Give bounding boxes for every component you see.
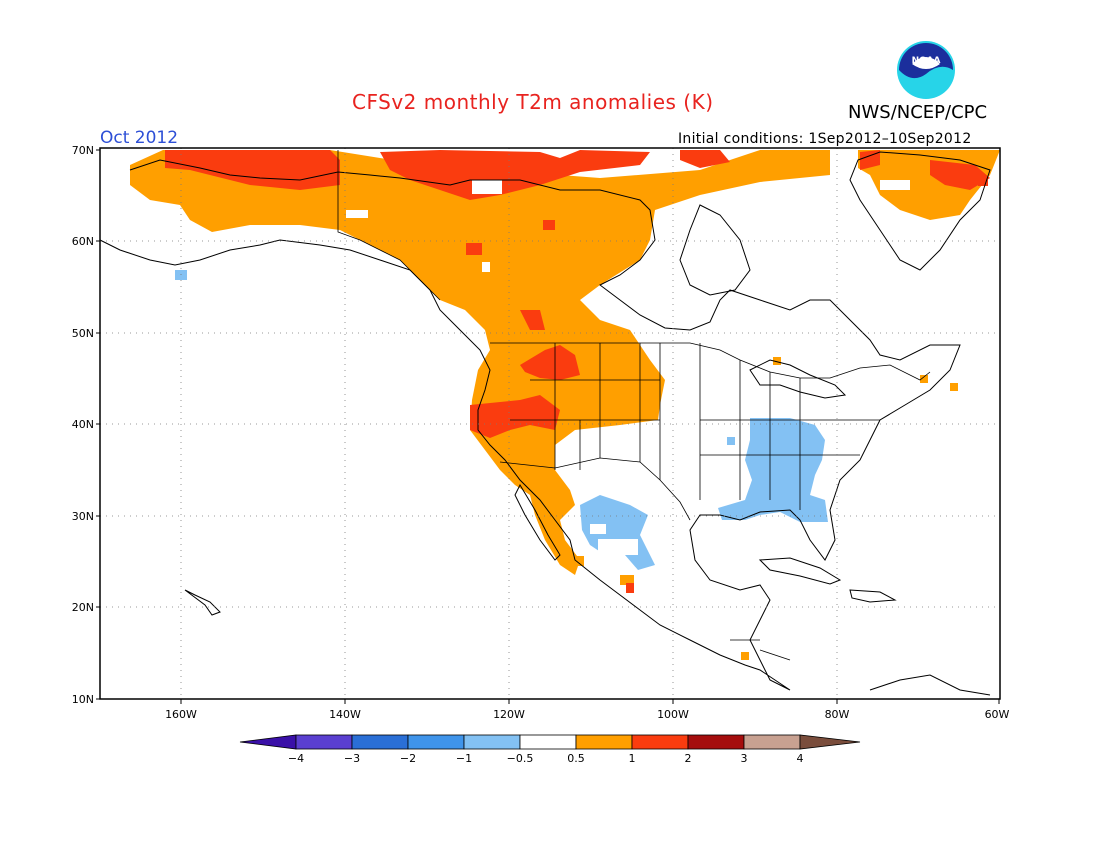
lat-label: 50N — [72, 327, 94, 340]
colorbar: −4 −3 −2 −1 −0.5 0.5 1 2 3 4 — [239, 734, 861, 765]
initial-conditions: Initial conditions: 1Sep2012–10Sep2012 — [678, 131, 972, 147]
colorbar-cell — [351, 734, 409, 750]
coastline-gulf-of-california — [514, 483, 561, 561]
colorbar-label: 0.5 — [567, 752, 585, 765]
noaa-logo-icon: NOAA — [897, 41, 955, 99]
colorbar-cell — [687, 734, 745, 750]
lat-label: 20N — [72, 601, 94, 614]
coastline-great-lakes — [749, 359, 847, 399]
coastlines — [99, 151, 991, 696]
warm-patch-mexico — [620, 575, 634, 585]
colorbar-low-arrow — [239, 734, 297, 750]
forecast-month: Oct 2012 — [100, 128, 179, 148]
coastline-hudson-bay — [679, 204, 751, 296]
colorbar-label: 4 — [797, 752, 804, 765]
lon-label: 60W — [985, 708, 1010, 721]
border-alaska-canada — [337, 150, 441, 301]
lat-label: 30N — [72, 510, 94, 523]
colorbar-high-arrow — [799, 734, 861, 750]
colorbar-label: 3 — [741, 752, 748, 765]
hot-region-arctic-canada — [380, 150, 650, 200]
border-central-america — [730, 639, 791, 661]
cool-patch-arkansas — [727, 437, 735, 445]
lon-label: 140W — [329, 708, 361, 721]
colorbar-label: −2 — [400, 752, 416, 765]
warm-patch-michigan — [773, 357, 781, 365]
hot-region-northern-rockies — [520, 345, 580, 380]
colorbar-cell — [575, 734, 633, 750]
cool-region-southeast-us — [718, 418, 828, 522]
coastline-hawaii — [184, 589, 221, 616]
warm-patch-novascotia — [950, 383, 958, 391]
colorbar-label: 2 — [685, 752, 692, 765]
hot-region-baffin — [680, 150, 730, 168]
warm-region-alaska-canada — [130, 150, 830, 575]
lat-label: 70N — [72, 144, 94, 157]
colorbar-cell — [743, 734, 801, 750]
hot-region-greenland — [860, 150, 990, 190]
colorbar-cell — [631, 734, 689, 750]
longitude-labels: 160W 140W 120W 100W 80W 60W — [165, 708, 1009, 721]
latitude-labels: 70N 60N 50N 40N 30N 20N 10N — [72, 144, 94, 706]
colorbar-label: −1 — [456, 752, 472, 765]
political-borders — [337, 150, 931, 661]
colorbar-label: −4 — [288, 752, 304, 765]
warm-patch-maine — [920, 375, 928, 383]
axis-ticks — [96, 149, 1000, 704]
border-states-lines — [510, 343, 880, 510]
lon-label: 100W — [657, 708, 689, 721]
hot-patch-yukon — [543, 220, 555, 230]
hot-region-great-basin — [470, 395, 560, 438]
map-title: CFSv2 monthly T2m anomalies (K) — [352, 90, 714, 114]
coastline-south-america — [869, 674, 991, 696]
colorbar-cell — [295, 734, 353, 750]
hot-patch-bc — [466, 243, 482, 255]
colorbar-cell — [519, 734, 577, 750]
agency-label: NWS/NCEP/CPC — [848, 102, 988, 123]
lat-label: 40N — [72, 418, 94, 431]
hot-patch-mexico — [626, 583, 634, 593]
warm-patch-florida-sw — [572, 556, 584, 566]
colorbar-label: −0.5 — [507, 752, 534, 765]
coastline-cuba — [758, 557, 842, 585]
colorbar-cell — [463, 734, 521, 750]
lat-label: 10N — [72, 693, 94, 706]
colorbar-label: 1 — [629, 752, 636, 765]
colorbar-cell — [407, 734, 465, 750]
lon-label: 120W — [493, 708, 525, 721]
neutral-holes — [346, 180, 910, 555]
colorbar-labels: −4 −3 −2 −1 −0.5 0.5 1 2 3 4 — [288, 752, 804, 765]
lon-label: 160W — [165, 708, 197, 721]
lat-label: 60N — [72, 235, 94, 248]
lon-label: 80W — [825, 708, 850, 721]
hot-patch-labrador — [978, 178, 988, 186]
graticule — [100, 148, 1000, 699]
colorbar-cells — [239, 734, 861, 750]
warm-patch-central-america — [741, 652, 749, 660]
coastline-greenland — [849, 151, 991, 271]
coastline-north-america — [99, 159, 961, 691]
noaa-logo-text: NOAA — [912, 56, 941, 66]
hot-region-washington — [520, 310, 545, 330]
colorbar-label: −3 — [344, 752, 360, 765]
coastline-hispaniola — [849, 589, 897, 603]
